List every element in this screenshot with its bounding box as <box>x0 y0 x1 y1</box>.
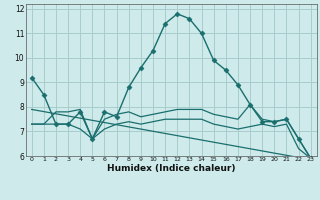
X-axis label: Humidex (Indice chaleur): Humidex (Indice chaleur) <box>107 164 236 173</box>
